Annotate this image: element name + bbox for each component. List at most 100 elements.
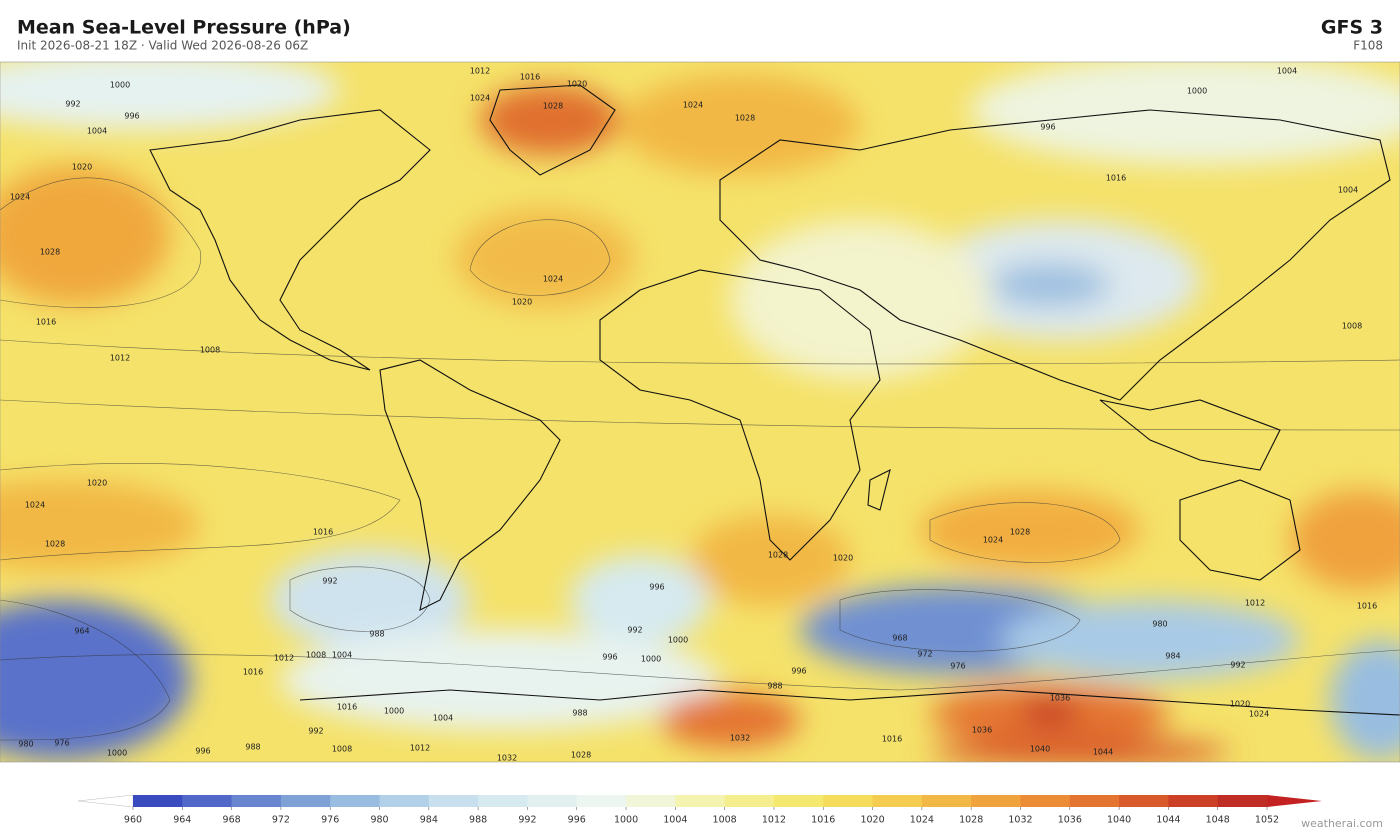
contour-labels: 1000 992 996 1004 1020 1024 1028 1016 1012 1008 10… xyxy=(10,67,1377,763)
contour-label: 992 xyxy=(308,727,323,736)
contour-label: 1000 xyxy=(107,749,127,758)
colorbar-bin xyxy=(133,795,183,807)
contour-label: 968 xyxy=(892,634,907,643)
contour-label: 1028 xyxy=(735,114,755,123)
contour-label: 992 xyxy=(65,100,80,109)
colorbar: 960 964 968 972 976 980 984 988 992 996 1000 1004 10… xyxy=(77,794,1322,826)
colorbar-under xyxy=(77,794,134,808)
contour-label: 1032 xyxy=(730,734,750,743)
colorbar-bin xyxy=(1119,795,1169,807)
title: Mean Sea-Level Pressure (hPa) xyxy=(17,17,351,39)
contour-label: 1024 xyxy=(543,275,563,284)
colorbar-bin xyxy=(527,795,578,807)
colorbar-tick-label: 1036 xyxy=(1058,815,1082,826)
contour-label: 980 xyxy=(18,740,33,749)
contour-label: 1004 xyxy=(1277,67,1297,76)
contour-label: 1016 xyxy=(36,318,56,327)
contour-label: 996 xyxy=(1040,123,1055,132)
colorbar-bin xyxy=(971,795,1021,807)
contour-label: 1012 xyxy=(110,354,130,363)
credit: weatherai.com xyxy=(1301,817,1383,830)
colorbar-tick-label: 964 xyxy=(173,815,191,826)
forecast-step: F108 xyxy=(1353,39,1383,53)
colorbar-tick-label: 996 xyxy=(568,815,586,826)
contour-label: 1016 xyxy=(520,73,540,82)
contour-label: 1016 xyxy=(313,528,333,537)
contour-label: 1032 xyxy=(497,754,517,763)
contour-label: 964 xyxy=(74,627,89,636)
colorbar-tick-label: 992 xyxy=(518,815,536,826)
contour-label: 1036 xyxy=(1050,694,1070,703)
colorbar-bin xyxy=(428,795,479,807)
contour-label: 1008 xyxy=(332,745,352,754)
contour-label: 1024 xyxy=(983,536,1003,545)
contour-label: 1028 xyxy=(40,248,60,257)
contour-label: 1028 xyxy=(543,102,563,111)
contour-label: 1028 xyxy=(1010,528,1030,537)
contour-label: 988 xyxy=(572,709,587,718)
colorbar-tick-label: 1032 xyxy=(1008,815,1032,826)
colorbar-tick-label: 1008 xyxy=(713,815,737,826)
colorbar-bin xyxy=(773,795,824,807)
contour-label: 1020 xyxy=(1230,700,1250,709)
colorbar-tick-label: 984 xyxy=(420,815,438,826)
contour-label: 1024 xyxy=(470,94,490,103)
colorbar-bin xyxy=(872,795,923,807)
contour-label: 1004 xyxy=(332,651,352,660)
contour-label: 1044 xyxy=(1093,748,1113,757)
colorbar-tick-label: 976 xyxy=(321,815,339,826)
contour-label: 1020 xyxy=(72,163,92,172)
colorbar-tick-label: 1000 xyxy=(614,815,638,826)
contour-label: 1020 xyxy=(833,554,853,563)
colorbar-bin xyxy=(576,795,627,807)
colorbar-tick-label: 960 xyxy=(124,815,142,826)
contour-label: 1036 xyxy=(972,726,992,735)
colorbar-tick-label: 1012 xyxy=(762,815,786,826)
contour-label: 1028 xyxy=(45,540,65,549)
contour-label: 1028 xyxy=(768,551,788,560)
colorbar-tick-label: 1048 xyxy=(1206,815,1230,826)
contour-label: 984 xyxy=(1165,652,1180,661)
contour-label: 972 xyxy=(917,650,932,659)
contour-label: 1024 xyxy=(25,501,45,510)
colorbar-bin xyxy=(182,795,233,807)
pressure-field xyxy=(0,62,1400,762)
contour-label: 1016 xyxy=(1357,602,1377,611)
contour-label: 1024 xyxy=(683,101,703,110)
colorbar-tick-label: 1040 xyxy=(1107,815,1131,826)
contour-label: 992 xyxy=(322,577,337,586)
contour-label: 1000 xyxy=(384,707,404,716)
contour-label: 1016 xyxy=(882,735,902,744)
colorbar-tick-label: 1024 xyxy=(910,815,934,826)
contour-label: 1040 xyxy=(1030,745,1050,754)
colorbar-bin xyxy=(823,795,874,807)
colorbar-bin xyxy=(1069,795,1120,807)
contour-label: 976 xyxy=(54,739,69,748)
subtitle: Init 2026-08-21 18Z · Valid Wed 2026-08-… xyxy=(17,39,308,53)
colorbar-bin xyxy=(675,795,726,807)
colorbar-bin xyxy=(724,795,775,807)
contour-label: 996 xyxy=(124,112,139,121)
colorbar-tick-label: 1028 xyxy=(959,815,983,826)
contour-label: 992 xyxy=(1230,661,1245,670)
contour-label: 1020 xyxy=(512,298,532,307)
map-frame xyxy=(0,61,1400,763)
contour-label: 988 xyxy=(245,743,260,752)
contour-label: 1020 xyxy=(567,80,587,89)
colorbar-bin xyxy=(1168,795,1219,807)
map: 1000 992 996 1004 1020 1024 1028 1016 1012 1008 10… xyxy=(0,62,1400,763)
contour-label: 1012 xyxy=(274,654,294,663)
contour-label: 1020 xyxy=(87,479,107,488)
contour-label: 1000 xyxy=(641,655,661,664)
colorbar-tick-label: 1020 xyxy=(860,815,884,826)
contour-label: 1004 xyxy=(433,714,453,723)
contour-label: 988 xyxy=(767,682,782,691)
contour-label: 1012 xyxy=(410,744,430,753)
contour-label: 1024 xyxy=(10,193,30,202)
contour-label: 1000 xyxy=(668,636,688,645)
colorbar-bin xyxy=(330,795,381,807)
contour-label: 996 xyxy=(791,667,806,676)
colorbar-tick-label: 1016 xyxy=(811,815,835,826)
contour-label: 1016 xyxy=(1106,174,1126,183)
